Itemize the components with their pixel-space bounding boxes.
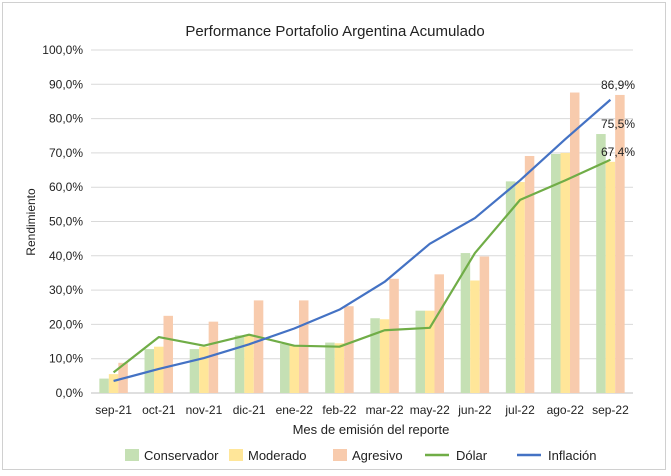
bar-agresivo xyxy=(434,274,444,393)
bar-conservador xyxy=(596,134,606,393)
x-tick-label: nov-21 xyxy=(186,403,223,417)
bar-moderado xyxy=(425,310,435,393)
line-inflacion xyxy=(113,98,612,383)
x-tick-label: sep-22 xyxy=(592,403,629,417)
bar-agresivo xyxy=(253,300,264,393)
bar-conservador xyxy=(460,253,471,393)
y-tick-label: 50,0% xyxy=(49,215,83,229)
bar-agresivo xyxy=(163,315,173,393)
bar-moderado xyxy=(289,344,299,393)
legend-swatch-moderado xyxy=(229,449,243,461)
y-tick-label: 100,0% xyxy=(42,43,83,57)
bar-agresivo xyxy=(344,306,354,393)
bar-agresivo xyxy=(479,256,490,393)
legend-label-dolar: Dólar xyxy=(456,448,488,463)
bar-moderado xyxy=(199,346,209,393)
y-tick-label: 70,0% xyxy=(49,146,83,160)
y-tick-label: 90,0% xyxy=(49,77,83,91)
x-axis-label: Mes de emisión del reporte xyxy=(293,422,450,437)
line-dolar xyxy=(112,158,611,374)
x-tick-label: ene-22 xyxy=(276,403,314,417)
bar-conservador xyxy=(280,343,290,393)
x-tick-label: feb-22 xyxy=(322,403,356,417)
bars xyxy=(99,92,625,394)
bar-agresivo xyxy=(615,94,625,394)
chart-frame: Performance Portafolio Argentina Acumula… xyxy=(2,2,666,470)
bar-conservador xyxy=(551,153,561,393)
bar-moderado xyxy=(334,343,345,393)
bar-moderado xyxy=(560,152,570,393)
x-tick-label: jun-22 xyxy=(457,403,492,417)
data-label: 86,9% xyxy=(601,78,635,92)
bar-conservador xyxy=(370,318,380,393)
bar-agresivo xyxy=(208,321,219,393)
bar-moderado xyxy=(605,161,616,393)
bar-agresivo xyxy=(524,155,535,393)
chart: Performance Portafolio Argentina Acumula… xyxy=(24,23,635,463)
legend-label-moderado: Moderado xyxy=(248,448,307,463)
legend-swatch-conservador xyxy=(125,449,139,461)
data-label: 75,5% xyxy=(601,117,635,131)
bar-conservador xyxy=(99,378,109,393)
bar-conservador xyxy=(189,349,200,393)
x-tick-label: may-22 xyxy=(410,403,450,417)
bar-agresivo xyxy=(569,92,580,394)
bar-moderado xyxy=(379,319,390,393)
bar-conservador xyxy=(505,181,516,393)
bar-moderado xyxy=(470,280,480,393)
x-tick-label: mar-22 xyxy=(366,403,404,417)
x-tick-label: dic-21 xyxy=(233,403,266,417)
y-tick-label: 30,0% xyxy=(49,283,83,297)
y-tick-label: 80,0% xyxy=(49,112,83,126)
legend-swatch-agresivo xyxy=(333,449,347,461)
bar-moderado xyxy=(244,334,254,393)
y-axis-label: Rendimiento xyxy=(24,188,38,256)
lines xyxy=(112,98,612,383)
bar-conservador xyxy=(325,342,335,393)
chart-title: Performance Portafolio Argentina Acumula… xyxy=(185,23,484,40)
bar-conservador xyxy=(234,335,245,393)
x-tick-labels: sep-21 oct-21 nov-21 dic-21 ene-22 feb-22 mar-… xyxy=(95,403,629,417)
x-tick-label: sep-21 xyxy=(95,403,132,417)
y-tick-label: 0,0% xyxy=(56,386,84,400)
bar-moderado xyxy=(108,374,119,393)
y-tick-labels: 0,0% 10,0% 20,0% 30,0% 40,0% 50,0% 60,0% 70,0% 8… xyxy=(42,43,83,400)
y-tick-label: 10,0% xyxy=(49,352,83,366)
legend: Conservador Moderado Agresivo Dólar Inflació… xyxy=(125,448,596,463)
bar-conservador xyxy=(415,310,426,393)
x-tick-label: oct-21 xyxy=(142,403,176,417)
y-tick-label: 20,0% xyxy=(49,317,83,331)
data-label: 67,4% xyxy=(601,145,635,159)
y-tick-label: 60,0% xyxy=(49,180,83,194)
x-tick-label: jul-22 xyxy=(504,403,535,417)
annotations: 86,9% 75,5% 67,4% xyxy=(601,78,635,159)
legend-label-conservador: Conservador xyxy=(144,448,219,463)
y-tick-label: 40,0% xyxy=(49,249,83,263)
grid xyxy=(91,49,633,394)
legend-label-agresivo: Agresivo xyxy=(352,448,403,463)
x-tick-label: ago-22 xyxy=(547,403,585,417)
bar-moderado xyxy=(515,182,525,393)
legend-label-inflacion: Inflación xyxy=(548,448,596,463)
bar-agresivo xyxy=(389,278,399,393)
